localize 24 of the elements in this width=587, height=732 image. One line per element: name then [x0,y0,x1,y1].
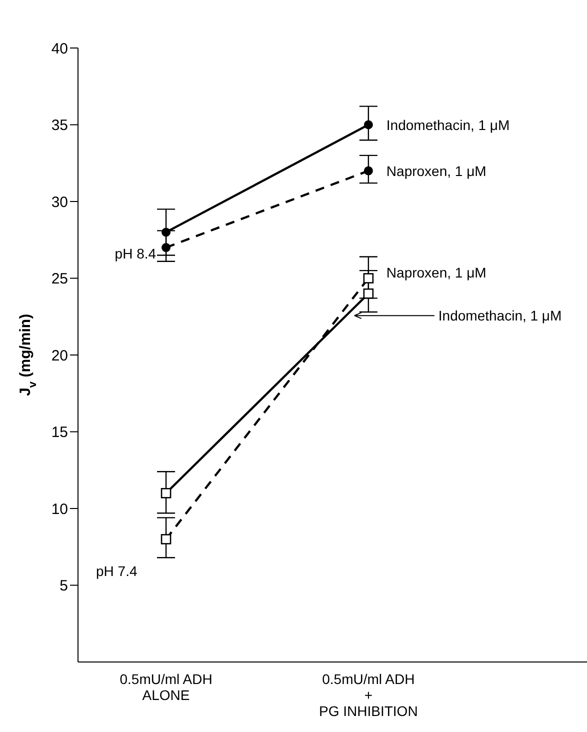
point [364,166,373,176]
series-label: Naproxen, 1 μM [386,264,486,280]
y-tick-label: 15 [51,424,68,442]
y-tick-label: 30 [51,194,68,211]
x-tick-label: 0.5mU/ml ADH + PG INHIBITION [319,671,418,719]
point [160,488,172,498]
y-tick-label: 20 [51,347,68,364]
point [363,288,374,299]
series-label: Indomethacin, 1 μM [386,116,510,133]
point [160,534,172,544]
annotation: pH 8.4 [114,246,156,262]
series-label: Naproxen, 1 μM [386,162,486,179]
y-tick-label: 5 [60,578,68,595]
y-tick-label: 35 [51,117,68,134]
point [162,228,171,237]
point [364,120,373,130]
annotation: pH 7.4 [96,563,138,579]
text: Indomethacin, 1 μM [438,308,562,324]
y-tick-label: 40 [51,40,68,58]
point [363,273,374,284]
y-tick-label: 25 [51,270,68,288]
y-tick-label: 10 [51,500,68,518]
point [162,243,171,252]
x-tick-label: 0.5mU/ml ADH ALONE [120,671,212,703]
